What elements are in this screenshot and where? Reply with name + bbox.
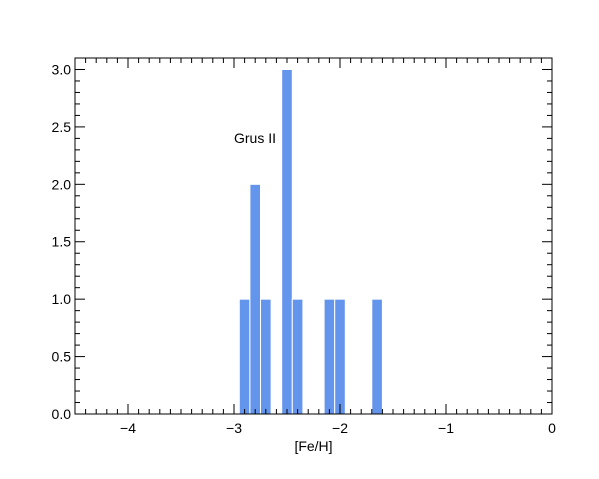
histogram-bar-3 xyxy=(281,68,293,415)
x-tick-label: 0 xyxy=(548,420,556,436)
annotation-label: Grus II xyxy=(234,130,276,146)
histogram-bar-4 xyxy=(291,298,304,415)
y-tick-label: 2.0 xyxy=(52,176,72,192)
bars-group xyxy=(238,68,383,415)
y-tick-label: 2.5 xyxy=(52,119,72,135)
y-tick-label: 1.5 xyxy=(52,234,72,250)
histogram-bar-2 xyxy=(260,298,272,415)
histogram-bar-5 xyxy=(323,298,336,415)
x-tick-label: −1 xyxy=(438,420,454,436)
x-tick-label: −3 xyxy=(226,420,242,436)
histogram-bar-0 xyxy=(238,298,251,415)
y-tick-label: 0.0 xyxy=(52,406,72,422)
y-tick-label: 1.0 xyxy=(52,291,72,307)
x-axis-label: [Fe/H] xyxy=(294,438,332,454)
x-tick-label: −2 xyxy=(332,420,348,436)
tick-labels-group: −4 −3 −2 −1 0 0.0 0.5 1.0 1.5 2.0 2.5 3.0 xyxy=(52,61,557,436)
ticks-group xyxy=(74,57,553,415)
y-tick-label: 3.0 xyxy=(52,61,72,77)
histogram-bar-7 xyxy=(371,298,383,415)
y-tick-label: 0.5 xyxy=(52,349,72,365)
histogram-bar-6 xyxy=(334,298,346,415)
plot-frame xyxy=(74,57,553,415)
histogram-bar-1 xyxy=(249,183,261,415)
x-tick-label: −4 xyxy=(120,420,136,436)
